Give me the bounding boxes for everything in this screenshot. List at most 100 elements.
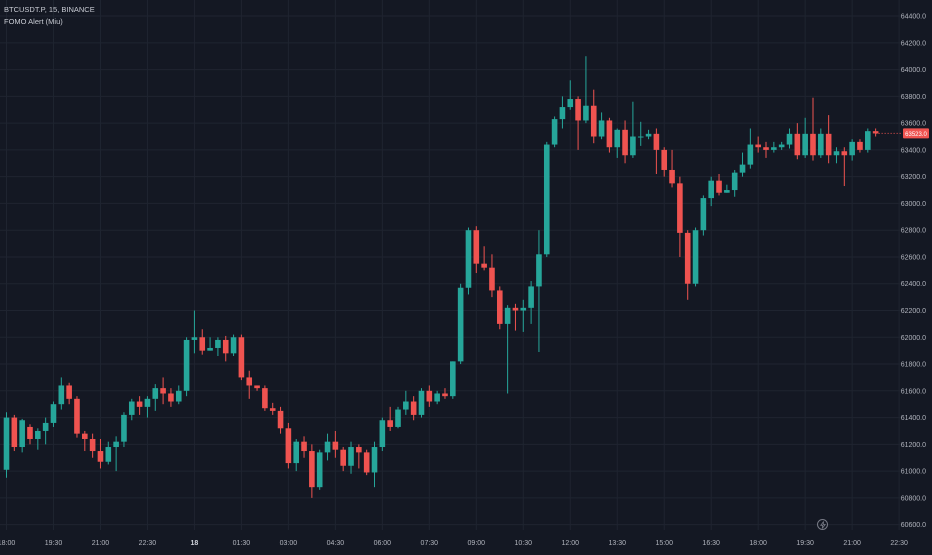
candle-body[interactable]	[763, 147, 769, 150]
candle-body[interactable]	[583, 105, 589, 121]
candle-body[interactable]	[747, 144, 754, 165]
candle-body[interactable]	[42, 422, 49, 431]
candle-body[interactable]	[669, 169, 675, 184]
indicator-line[interactable]: FOMO Alert (Miu)	[4, 17, 63, 26]
candle-body[interactable]	[606, 120, 613, 148]
candle-body[interactable]	[849, 141, 855, 156]
candle-body[interactable]	[857, 141, 863, 150]
candle-body[interactable]	[739, 164, 746, 173]
candle-body[interactable]	[536, 254, 542, 287]
candle-body[interactable]	[144, 398, 151, 407]
candle-body[interactable]	[254, 385, 260, 389]
candle-body[interactable]	[794, 133, 801, 156]
candle-body[interactable]	[434, 393, 440, 402]
symbol-line[interactable]: BTCUSDT.P, 15, BINANCE	[4, 5, 95, 14]
candle-body[interactable]	[348, 447, 354, 466]
candle-body[interactable]	[152, 388, 159, 399]
candle-body[interactable]	[598, 120, 605, 137]
candle-body[interactable]	[301, 441, 307, 452]
candle-body[interactable]	[637, 136, 644, 138]
candle-body[interactable]	[11, 417, 18, 448]
candle-body[interactable]	[661, 149, 668, 170]
candle-body[interactable]	[512, 307, 519, 311]
candle-body[interactable]	[160, 388, 166, 394]
candle-body[interactable]	[708, 180, 714, 199]
candle-body[interactable]	[630, 136, 636, 156]
candle-body[interactable]	[575, 99, 581, 121]
candle-body[interactable]	[778, 144, 785, 148]
candle-body[interactable]	[340, 449, 346, 466]
candle-body[interactable]	[74, 398, 80, 434]
candle-body[interactable]	[66, 385, 72, 399]
candle-body[interactable]	[128, 401, 135, 415]
candle-body[interactable]	[332, 441, 339, 450]
candle-body[interactable]	[277, 410, 284, 429]
candle-body[interactable]	[504, 307, 511, 324]
candle-body[interactable]	[426, 390, 433, 402]
candle-body[interactable]	[724, 190, 730, 193]
candle-body[interactable]	[559, 107, 566, 120]
candle-body[interactable]	[35, 430, 41, 439]
candle-body[interactable]	[567, 99, 574, 108]
candle-body[interactable]	[622, 129, 628, 156]
candle-body[interactable]	[590, 105, 597, 137]
candle-body[interactable]	[403, 401, 409, 410]
candle-body[interactable]	[520, 307, 527, 311]
candle-body[interactable]	[700, 198, 707, 231]
candle-body[interactable]	[692, 230, 699, 284]
candle-body[interactable]	[442, 393, 448, 397]
candle-body[interactable]	[58, 385, 65, 405]
candle-body[interactable]	[379, 420, 386, 448]
candle-body[interactable]	[395, 409, 401, 427]
candle-body[interactable]	[551, 119, 558, 145]
candle-body[interactable]	[356, 447, 362, 453]
candle-body[interactable]	[97, 451, 104, 462]
lightning-icon[interactable]	[817, 519, 828, 530]
candle-body[interactable]	[465, 230, 472, 288]
candle-body[interactable]	[810, 133, 816, 156]
candle-body[interactable]	[818, 133, 824, 156]
candle-body[interactable]	[786, 133, 793, 145]
candle-body[interactable]	[865, 131, 871, 150]
candle-body[interactable]	[450, 361, 456, 397]
candle-body[interactable]	[50, 404, 57, 423]
candle-body[interactable]	[3, 417, 10, 470]
candle-body[interactable]	[418, 390, 425, 415]
candle-body[interactable]	[82, 433, 88, 439]
candle-body[interactable]	[833, 151, 840, 156]
candle-body[interactable]	[215, 339, 221, 348]
candle-body[interactable]	[716, 180, 722, 193]
candle-body[interactable]	[262, 388, 268, 409]
candle-body[interactable]	[771, 147, 777, 150]
candle-body[interactable]	[489, 267, 495, 291]
candle-body[interactable]	[684, 232, 691, 284]
candle-body[interactable]	[614, 129, 621, 148]
candle-body[interactable]	[121, 414, 127, 442]
candle-body[interactable]	[457, 287, 464, 362]
candle-body[interactable]	[473, 230, 480, 264]
candle-body[interactable]	[19, 420, 25, 448]
candle-body[interactable]	[238, 337, 245, 378]
candle-body[interactable]	[371, 447, 378, 473]
candle-body[interactable]	[410, 401, 417, 415]
candle-body[interactable]	[755, 144, 761, 148]
candle-body[interactable]	[731, 172, 738, 191]
candle-body[interactable]	[496, 290, 503, 324]
candle-body[interactable]	[387, 420, 393, 427]
candle-body[interactable]	[802, 133, 808, 156]
candle-body[interactable]	[269, 408, 276, 411]
candle-body[interactable]	[168, 393, 174, 402]
candle-body[interactable]	[528, 286, 534, 308]
candle-body[interactable]	[246, 377, 253, 386]
candle-body[interactable]	[653, 133, 660, 150]
candle-body[interactable]	[324, 441, 331, 453]
candle-body[interactable]	[481, 263, 487, 268]
candle-body[interactable]	[222, 339, 229, 354]
candle-body[interactable]	[825, 133, 832, 156]
candle-body[interactable]	[872, 131, 879, 134]
candle-body[interactable]	[316, 452, 323, 488]
candle-body[interactable]	[27, 426, 33, 439]
candle-body[interactable]	[309, 451, 315, 488]
